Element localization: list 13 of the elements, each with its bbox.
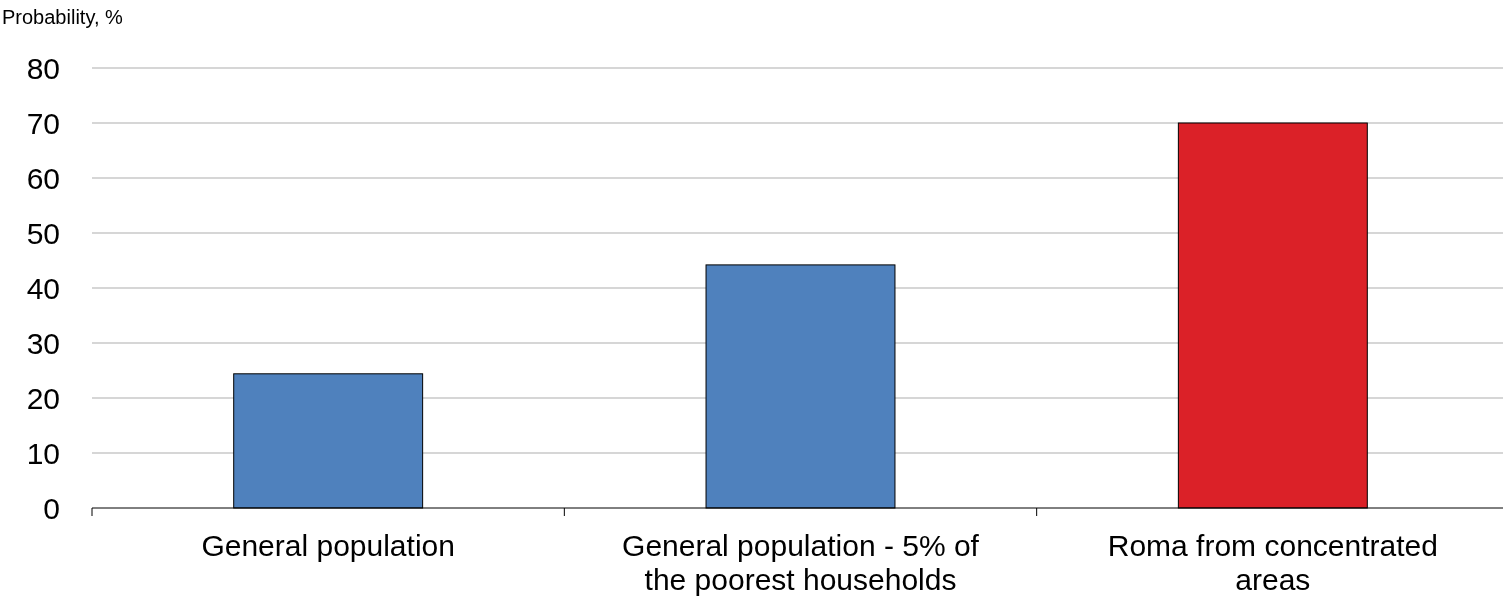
y-tick-label: 60	[26, 161, 60, 195]
y-tick-label: 50	[26, 216, 60, 250]
y-tick-label: 70	[26, 106, 60, 140]
y-axis-title: Probability, %	[2, 6, 124, 28]
y-tick-label: 30	[26, 326, 60, 360]
x-tick-label: General population - 5% of the poorest households	[622, 529, 980, 596]
x-tick-label: General population	[201, 529, 455, 562]
y-tick-label: 40	[26, 271, 60, 305]
y-tick-label: 0	[43, 491, 60, 525]
y-tick-label: 10	[26, 436, 60, 470]
x-tick-label: Roma from concentrated areas	[1107, 529, 1438, 596]
y-tick-label: 80	[26, 51, 60, 85]
y-tick-label: 20	[26, 381, 60, 415]
